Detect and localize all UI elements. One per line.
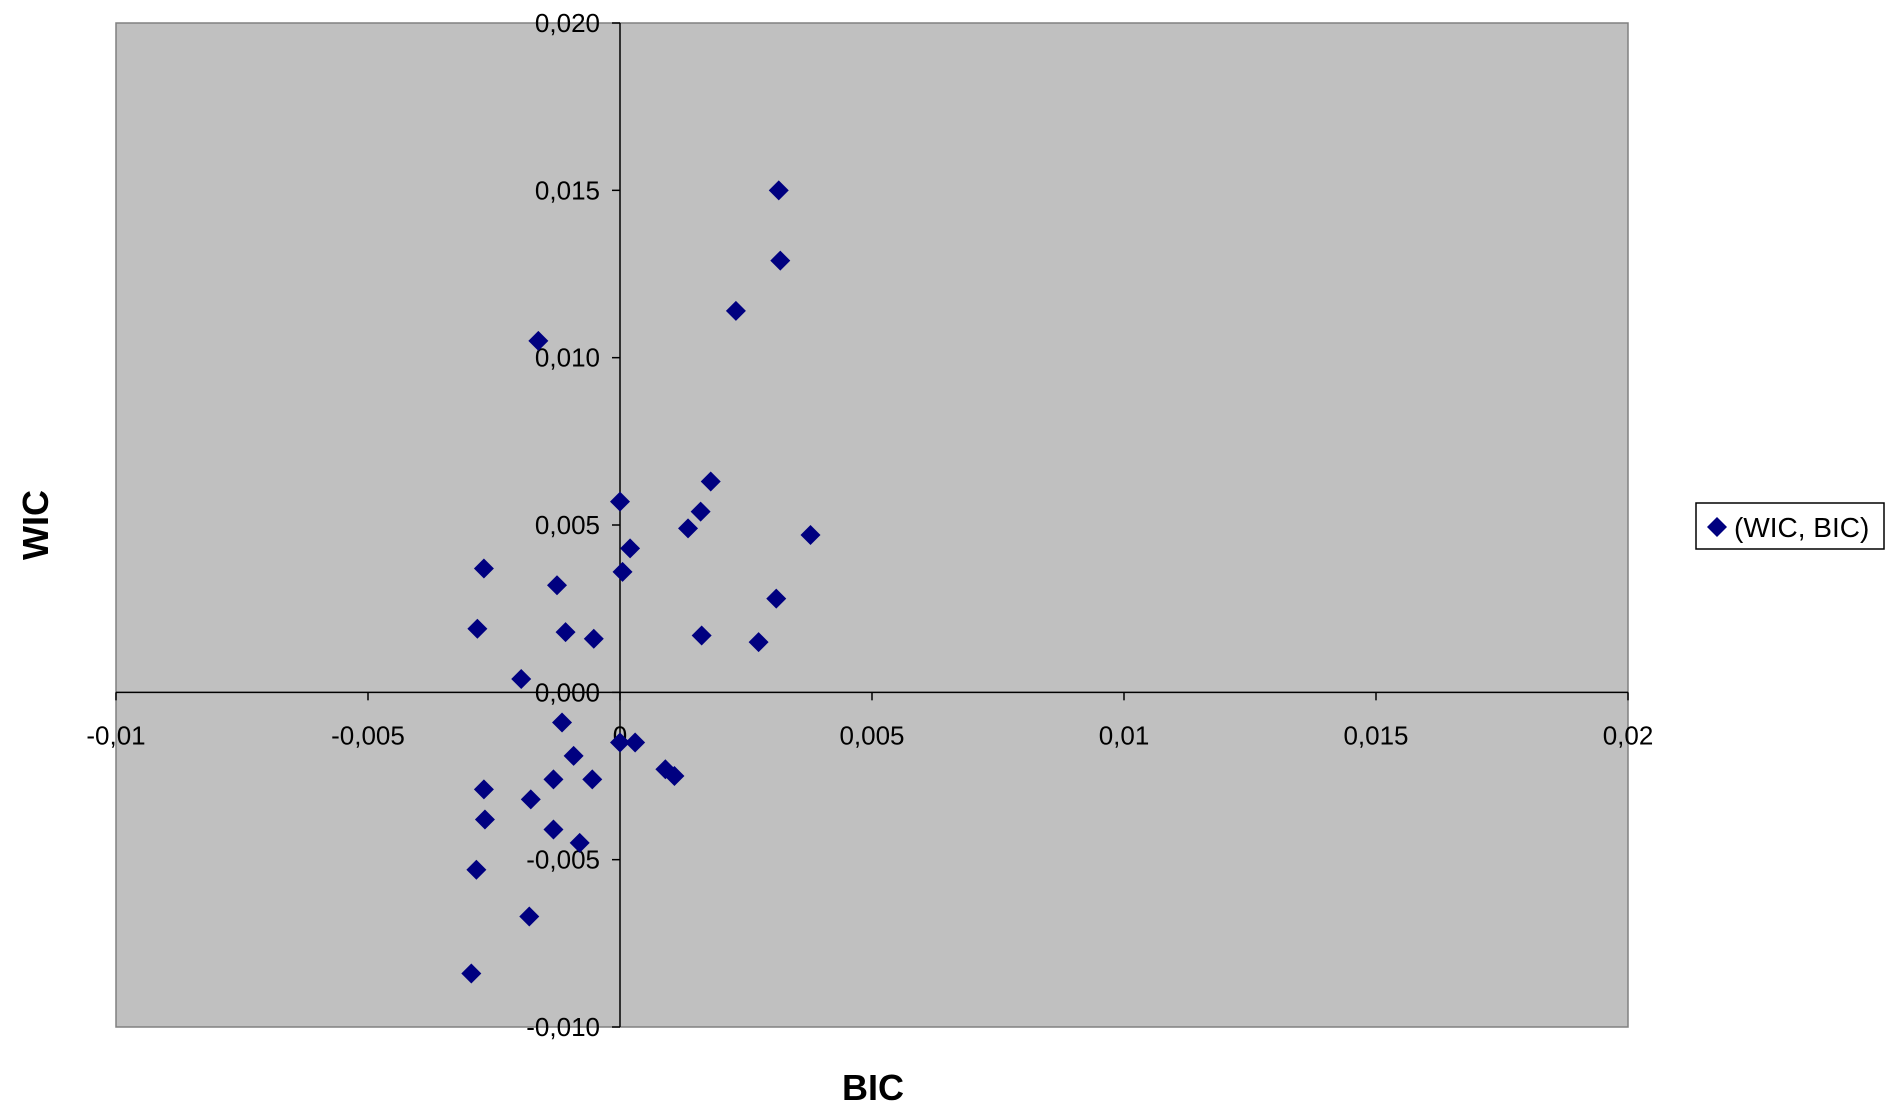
data-point [700,471,721,492]
data-point [768,180,789,201]
tick-labels: -0,01-0,00500,0050,010,0150,02-0,010-0,0… [86,8,1653,1042]
legend-label: (WIC, BIC) [1734,512,1869,543]
legend-box [1695,502,1885,550]
data-point [543,819,564,840]
y-tick-label: 0,015 [535,175,600,205]
data-point [748,632,769,653]
data-point [582,769,603,790]
data-point [547,575,567,596]
y-axis-title: WIC [15,490,56,560]
legend: (WIC, BIC) [1695,502,1885,550]
data-point [612,561,633,582]
data-point [583,628,604,649]
data-point [625,732,646,753]
data-point [520,789,541,810]
data-point [467,618,488,639]
data-point [511,668,532,689]
data-point [569,832,590,853]
y-tick-label: 0,000 [535,677,600,707]
y-tick-label: 0,010 [535,343,600,373]
data-point [610,491,630,512]
data-point [610,732,630,753]
data-point [461,963,482,984]
data-point [725,300,746,321]
x-tick-label: 0,005 [839,720,904,750]
data-point [620,538,641,559]
data-point [473,779,494,800]
plot-area [115,22,1629,1028]
legend-marker-icon [1707,517,1727,537]
data-point [543,769,564,790]
data-point [800,525,821,546]
y-tick-label: 0,005 [535,510,600,540]
axes [115,22,1629,1028]
data-point [770,250,791,271]
data-point [678,518,699,539]
y-tick-label: 0,020 [535,8,600,38]
data-point [664,766,685,786]
data-point [555,622,576,643]
data-point [691,625,712,646]
data-points [461,180,821,984]
data-point [528,330,549,351]
y-tick-label: -0,010 [526,1012,600,1042]
data-point [466,859,487,880]
x-tick-label: 0,015 [1343,720,1408,750]
x-axis-title: BIC [842,1067,904,1106]
data-point [474,809,495,830]
data-point [690,501,711,522]
x-tick-label: -0,01 [86,720,145,750]
y-tick-label: -0,005 [526,845,600,875]
x-tick-label: 0,01 [1099,720,1150,750]
data-point [552,712,573,733]
data-point [519,906,540,927]
x-tick-label: 0,02 [1603,720,1654,750]
data-point [766,588,787,609]
data-point [563,745,584,766]
x-tick-label: -0,005 [331,720,405,750]
data-point [473,558,494,579]
